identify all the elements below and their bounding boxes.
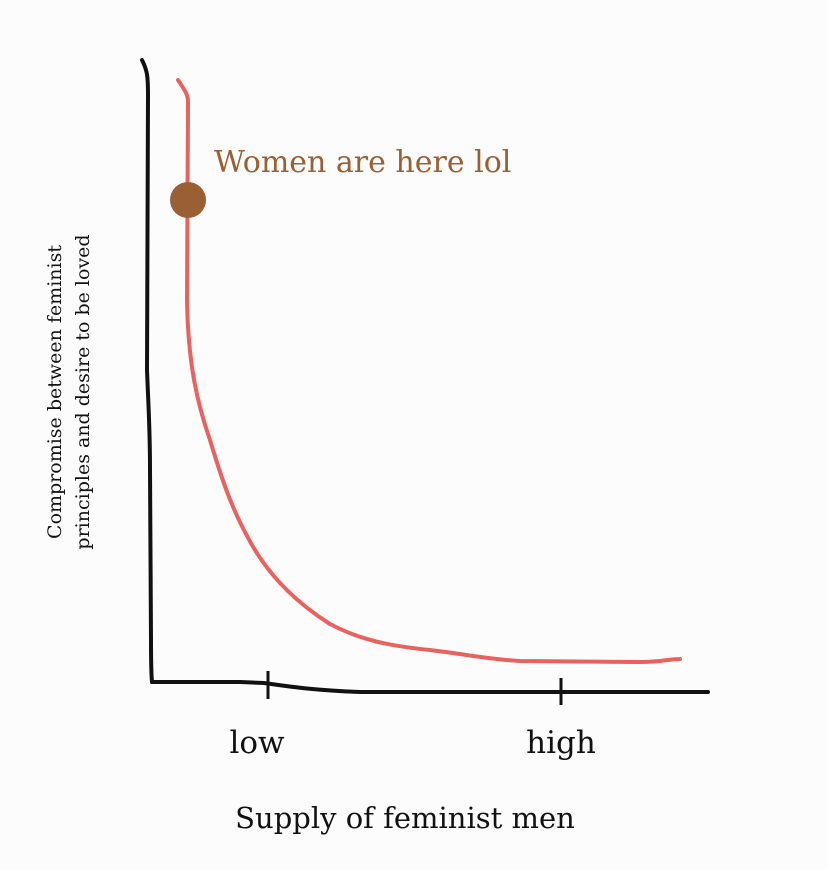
annotation-label: Women are here lol [214, 145, 511, 180]
y-axis-line [140, 58, 154, 684]
x-tick-label-low: low [229, 725, 285, 761]
x-axis-line [150, 680, 710, 694]
x-tick-label-high: high [526, 725, 596, 761]
series-curve [176, 78, 682, 664]
annotation-marker [170, 182, 206, 218]
x-axis-title: Supply of feminist men [235, 801, 575, 835]
y-axis-title-line-2: principles and desire to be loved [72, 234, 94, 549]
y-axis-title: Compromise between feminist principles a… [44, 234, 94, 549]
y-axis-title-line-1: Compromise between feminist [44, 245, 66, 539]
